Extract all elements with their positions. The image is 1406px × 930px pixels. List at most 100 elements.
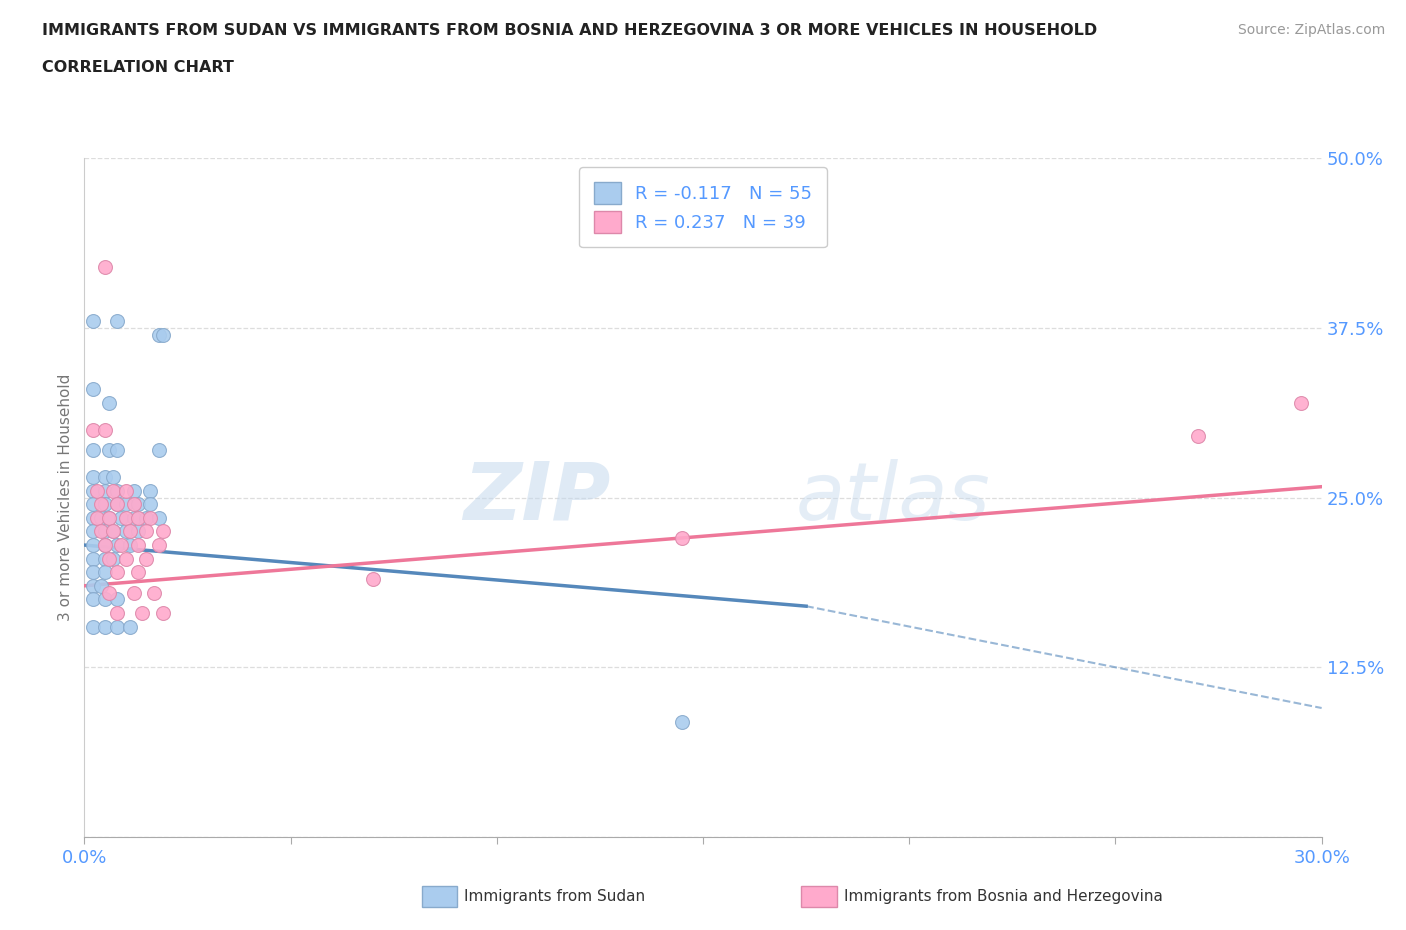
Point [135, 511, 157, 525]
Point [143, 585, 166, 600]
Point [118, 525, 141, 539]
Text: IMMIGRANTS FROM SUDAN VS IMMIGRANTS FROM BOSNIA AND HERZEGOVINA 3 OR MORE VEHICL: IMMIGRANTS FROM SUDAN VS IMMIGRANTS FROM… [42, 23, 1098, 38]
Point [127, 511, 149, 525]
Point [135, 551, 157, 566]
Point [82, 422, 104, 437]
Point [361, 572, 384, 587]
Point [82, 551, 104, 566]
Point [671, 714, 693, 729]
Point [139, 497, 162, 512]
Point [82, 565, 104, 579]
Point [139, 484, 162, 498]
Point [110, 511, 132, 525]
Point [152, 327, 174, 342]
Point [94, 619, 117, 634]
Point [82, 538, 104, 552]
Point [98, 585, 121, 600]
Legend: R = -0.117   N = 55, R = 0.237   N = 39: R = -0.117 N = 55, R = 0.237 N = 39 [579, 167, 827, 247]
Point [118, 619, 141, 634]
Point [105, 497, 128, 512]
Point [135, 525, 157, 539]
Point [148, 443, 170, 458]
Point [82, 497, 104, 512]
Point [122, 585, 145, 600]
Point [114, 484, 136, 498]
Point [118, 538, 141, 552]
Text: CORRELATION CHART: CORRELATION CHART [42, 60, 233, 75]
Point [105, 619, 128, 634]
Point [139, 511, 162, 525]
Point [110, 538, 132, 552]
Point [103, 525, 125, 539]
Point [94, 259, 117, 274]
Point [148, 538, 170, 552]
Point [82, 381, 104, 396]
Point [114, 525, 136, 539]
Point [86, 511, 108, 525]
Point [105, 538, 128, 552]
Point [98, 551, 121, 566]
Point [82, 313, 104, 328]
Point [82, 619, 104, 634]
Point [82, 578, 104, 593]
Point [94, 470, 117, 485]
Point [127, 565, 149, 579]
Point [94, 484, 117, 498]
Point [103, 484, 125, 498]
Point [103, 470, 125, 485]
Point [1289, 395, 1312, 410]
Point [94, 525, 117, 539]
Text: Immigrants from Sudan: Immigrants from Sudan [464, 889, 645, 904]
Point [114, 551, 136, 566]
Point [82, 443, 104, 458]
Point [152, 525, 174, 539]
Point [98, 443, 121, 458]
Text: Source: ZipAtlas.com: Source: ZipAtlas.com [1237, 23, 1385, 37]
Point [90, 525, 112, 539]
Point [122, 511, 145, 525]
Point [114, 511, 136, 525]
Point [105, 443, 128, 458]
Point [98, 511, 121, 525]
Point [131, 605, 153, 620]
Point [94, 497, 117, 512]
Point [127, 538, 149, 552]
Point [94, 592, 117, 607]
Point [86, 484, 108, 498]
Point [98, 395, 121, 410]
Y-axis label: 3 or more Vehicles in Household: 3 or more Vehicles in Household [58, 374, 73, 621]
Point [94, 538, 117, 552]
Point [114, 497, 136, 512]
Point [105, 484, 128, 498]
Point [90, 497, 112, 512]
Point [152, 605, 174, 620]
Point [82, 470, 104, 485]
Point [148, 511, 170, 525]
Point [105, 313, 128, 328]
Text: Immigrants from Bosnia and Herzegovina: Immigrants from Bosnia and Herzegovina [844, 889, 1163, 904]
Point [122, 484, 145, 498]
Point [82, 592, 104, 607]
Point [148, 327, 170, 342]
Point [82, 525, 104, 539]
Point [82, 511, 104, 525]
Point [103, 525, 125, 539]
Point [105, 497, 128, 512]
Point [1187, 429, 1209, 444]
Text: atlas: atlas [796, 458, 991, 537]
Point [105, 565, 128, 579]
Point [94, 538, 117, 552]
Point [90, 511, 112, 525]
Point [94, 422, 117, 437]
Point [94, 565, 117, 579]
Point [127, 497, 149, 512]
Point [671, 531, 693, 546]
Point [105, 592, 128, 607]
Point [90, 578, 112, 593]
Point [122, 497, 145, 512]
Point [105, 605, 128, 620]
Point [103, 551, 125, 566]
Text: ZIP: ZIP [463, 458, 610, 537]
Point [98, 511, 121, 525]
Point [94, 551, 117, 566]
